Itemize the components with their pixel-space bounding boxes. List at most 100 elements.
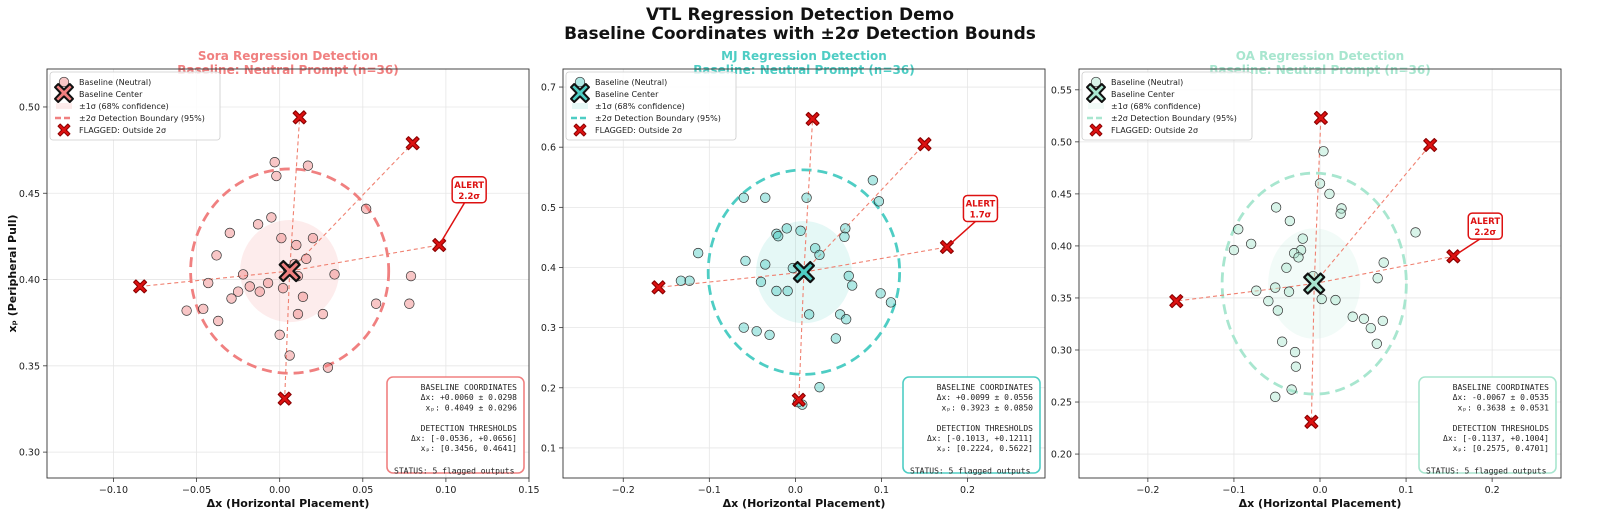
x-tick-label: 0.0 xyxy=(788,485,803,496)
baseline-point xyxy=(360,203,372,214)
x-tick-label: 0.05 xyxy=(352,485,373,496)
y-tick-label: 0.45 xyxy=(19,189,40,200)
flag-connector-line xyxy=(1314,255,1454,285)
two-sigma-boundary xyxy=(1220,171,1408,396)
flagged-point xyxy=(432,237,447,253)
alert-box xyxy=(451,176,487,204)
baseline-point xyxy=(322,362,334,373)
info-box-line: Δx: +0.0060 ± 0.0298 xyxy=(421,393,518,402)
baseline-point xyxy=(684,275,695,286)
legend-two-sigma-label: ±2σ Detection Boundary (95%) xyxy=(1111,114,1237,123)
baseline-point xyxy=(1410,227,1421,238)
baseline-point xyxy=(244,281,255,292)
baseline-point xyxy=(1245,238,1257,249)
info-box-line: DETECTION THRESHOLDS xyxy=(1453,424,1550,433)
y-axis-label: xₚ (Peripheral Pull) xyxy=(6,214,19,332)
two-sigma-boundary xyxy=(189,167,391,375)
legend-box xyxy=(1081,71,1253,141)
flag-connector-line xyxy=(289,142,414,272)
flag-connector-line xyxy=(1176,283,1315,302)
legend: Baseline (Neutral) Baseline Center ±1σ (68… xyxy=(49,71,221,141)
baseline-point xyxy=(1318,146,1329,157)
flagged-point xyxy=(791,392,806,407)
x-tick-label: 0.00 xyxy=(269,485,290,496)
flag-connector-line xyxy=(803,246,947,273)
alert-sigma: 2.2σ xyxy=(458,192,480,202)
baseline-point xyxy=(738,192,749,203)
x-tick-label: −0.05 xyxy=(182,485,211,496)
x-tick-label: −0.2 xyxy=(1136,485,1159,496)
x-tick-label: 0.15 xyxy=(518,485,539,496)
baseline-point xyxy=(307,232,319,244)
alert-label: ALERT xyxy=(966,200,996,210)
baseline-point xyxy=(284,350,295,361)
y-tick-label: 0.30 xyxy=(1051,345,1072,356)
baseline-point xyxy=(271,170,282,182)
baseline-point xyxy=(885,297,897,308)
x-axis-label: Δx (Horizontal Placement) xyxy=(1239,497,1402,510)
baseline-point xyxy=(269,157,280,168)
info-box-line: Δx: -0.0067 ± 0.0535 xyxy=(1453,393,1550,402)
legend-baseline-marker xyxy=(574,76,586,88)
alert-label: ALERT xyxy=(454,181,484,191)
info-box-line: xₚ: 0.3923 ± 0.0850 xyxy=(941,403,1033,412)
baseline-point xyxy=(1358,313,1370,324)
x-tick-label: 0.2 xyxy=(960,485,975,496)
legend-center-marker xyxy=(570,83,590,103)
baseline-point xyxy=(751,326,762,337)
baseline-point xyxy=(317,308,329,320)
x-tick-label: −0.1 xyxy=(1222,485,1245,496)
baseline-point xyxy=(814,382,825,393)
y-tick-label: 0.4 xyxy=(541,263,556,274)
baseline-point xyxy=(237,269,249,280)
baseline-point xyxy=(839,231,850,242)
legend-flagged-marker xyxy=(573,123,587,137)
baseline-point xyxy=(302,160,314,171)
legend-center-label: Baseline Center xyxy=(595,90,659,99)
baseline-point xyxy=(1270,391,1281,402)
flagged-point xyxy=(133,279,148,294)
y-tick-label: 0.50 xyxy=(1051,137,1072,148)
x-tick-label: 0.0 xyxy=(1312,485,1327,496)
info-box-line: xₚ: 0.4049 ± 0.0296 xyxy=(425,403,517,412)
panel-subtitle: Baseline: Neutral Prompt (n=36) xyxy=(693,63,914,77)
baseline-point xyxy=(840,223,851,234)
baseline-point xyxy=(1270,282,1281,293)
baseline-point xyxy=(795,225,806,236)
legend-one-sigma-marker xyxy=(56,103,72,109)
baseline-point xyxy=(1297,233,1308,244)
flag-connector-line xyxy=(803,118,814,273)
legend-flagged-marker xyxy=(1089,123,1103,137)
baseline-point xyxy=(760,192,771,203)
alert-sigma: 2.2σ xyxy=(1474,228,1496,238)
baseline-point xyxy=(1371,338,1382,349)
baseline-point xyxy=(801,192,812,203)
legend: Baseline (Neutral) Baseline Center ±1σ (68… xyxy=(1081,71,1253,141)
legend-center-label: Baseline Center xyxy=(1111,90,1175,99)
legend-one-sigma-label: ±1σ (68% confidence) xyxy=(595,102,685,111)
baseline-point xyxy=(873,196,885,207)
alert-box xyxy=(962,194,999,223)
figure-subtitle: Baseline Coordinates with ±2σ Detection … xyxy=(564,24,1036,44)
baseline-point xyxy=(875,288,886,299)
flagged-point xyxy=(277,391,292,406)
baseline-point xyxy=(301,253,312,264)
baseline-point xyxy=(1270,202,1282,213)
baseline-point xyxy=(1330,294,1341,306)
legend-baseline-label: Baseline (Neutral) xyxy=(595,78,667,87)
baseline-point xyxy=(1290,361,1302,372)
baseline-point xyxy=(274,329,285,340)
info-box-line: xₚ: [0.3456, 0.4641] xyxy=(421,444,517,453)
info-box-line: STATUS: 5 flagged outputs xyxy=(394,467,515,476)
baseline-point xyxy=(1289,346,1301,358)
info-box-line: Δx: [-0.1013, +0.1211] xyxy=(927,434,1033,443)
y-tick-label: 0.35 xyxy=(1051,293,1072,304)
baseline-point xyxy=(755,276,767,288)
flagged-point xyxy=(1423,137,1438,153)
flagged-point xyxy=(292,110,307,125)
panel-title: MJ Regression Detection xyxy=(721,49,887,63)
y-tick-label: 0.25 xyxy=(1051,398,1072,409)
baseline-point xyxy=(292,308,304,320)
